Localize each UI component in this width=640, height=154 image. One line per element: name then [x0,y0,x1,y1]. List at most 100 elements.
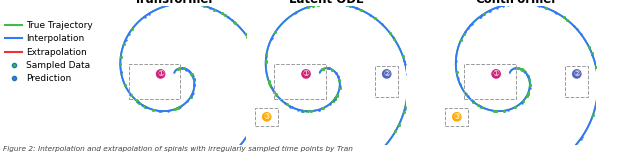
Point [593,79,603,81]
Point [189,78,199,80]
Point [381,67,392,69]
Text: ①: ① [157,69,164,78]
Point [124,33,134,35]
Legend: True Trajectory, Interpolation, Extrapolation, Sampled Data, Prediction: True Trajectory, Interpolation, Extrapol… [4,20,94,84]
Point [205,7,216,9]
Point [503,109,513,111]
Point [475,15,485,18]
Point [267,37,277,39]
Title: Latent ODE: Latent ODE [289,0,364,6]
Point [390,109,401,111]
Point [266,38,276,40]
Point [180,68,191,70]
Point [516,101,527,104]
Point [575,138,586,140]
Point [317,107,328,110]
Point [476,106,486,108]
Point [264,80,274,82]
Point [385,91,395,94]
Point [324,67,334,70]
Point [202,113,212,115]
Point [525,83,535,86]
Point [248,124,259,126]
Point [400,106,410,108]
Point [184,70,194,73]
Point [155,110,165,112]
Point [394,124,404,126]
Point [293,108,303,111]
Point [177,67,188,69]
Point [303,110,313,112]
Point [365,14,375,16]
Title: ContiFormer: ContiFormer [476,0,558,6]
Bar [129,64,180,99]
Point [116,71,126,74]
Bar [375,66,398,97]
Point [271,93,281,95]
Point [381,50,392,53]
Point [257,79,268,81]
Point [47,78,57,81]
Text: Figure 2: Interpolation and extrapolation of spirals with irregularly sampled ti: Figure 2: Interpolation and extrapolatio… [3,146,353,152]
Point [483,10,493,12]
Point [516,68,527,71]
Point [330,97,340,100]
Circle shape [157,70,164,78]
Point [356,9,366,11]
Point [550,11,560,13]
Point [524,76,534,78]
Point [520,71,531,73]
Bar [445,107,468,126]
Point [463,27,474,29]
Point [328,100,339,102]
Point [524,78,534,80]
Point [186,73,196,76]
Text: ①: ① [303,69,310,78]
Point [352,7,362,10]
Point [116,56,126,58]
Circle shape [383,70,391,78]
Point [337,3,348,6]
Point [198,5,209,7]
Point [186,96,196,98]
Point [491,110,501,112]
Point [452,77,463,79]
Point [591,66,601,68]
Point [390,130,401,133]
Point [381,73,392,76]
Point [186,95,196,97]
Point [479,12,490,15]
Point [522,95,532,97]
Point [593,79,603,81]
Point [257,96,267,98]
Point [314,108,324,111]
Point [399,60,410,62]
Point [131,99,141,102]
Point [241,33,251,35]
Point [472,104,483,106]
Point [484,9,495,12]
Point [313,3,323,6]
Point [269,91,280,93]
Point [250,121,260,123]
Point [209,8,220,11]
Point [188,77,198,80]
Point [460,91,470,94]
Point [141,106,151,108]
Point [63,124,73,127]
Point [115,63,125,65]
Point [520,71,531,73]
Point [461,93,471,95]
Point [125,93,136,95]
Point [49,91,60,94]
Point [330,2,340,5]
Point [195,94,205,96]
Point [524,87,534,90]
Point [301,110,312,112]
Point [140,105,150,108]
Point [203,115,213,117]
Point [389,38,399,41]
Point [518,69,528,71]
Point [492,6,502,9]
Point [186,95,196,97]
